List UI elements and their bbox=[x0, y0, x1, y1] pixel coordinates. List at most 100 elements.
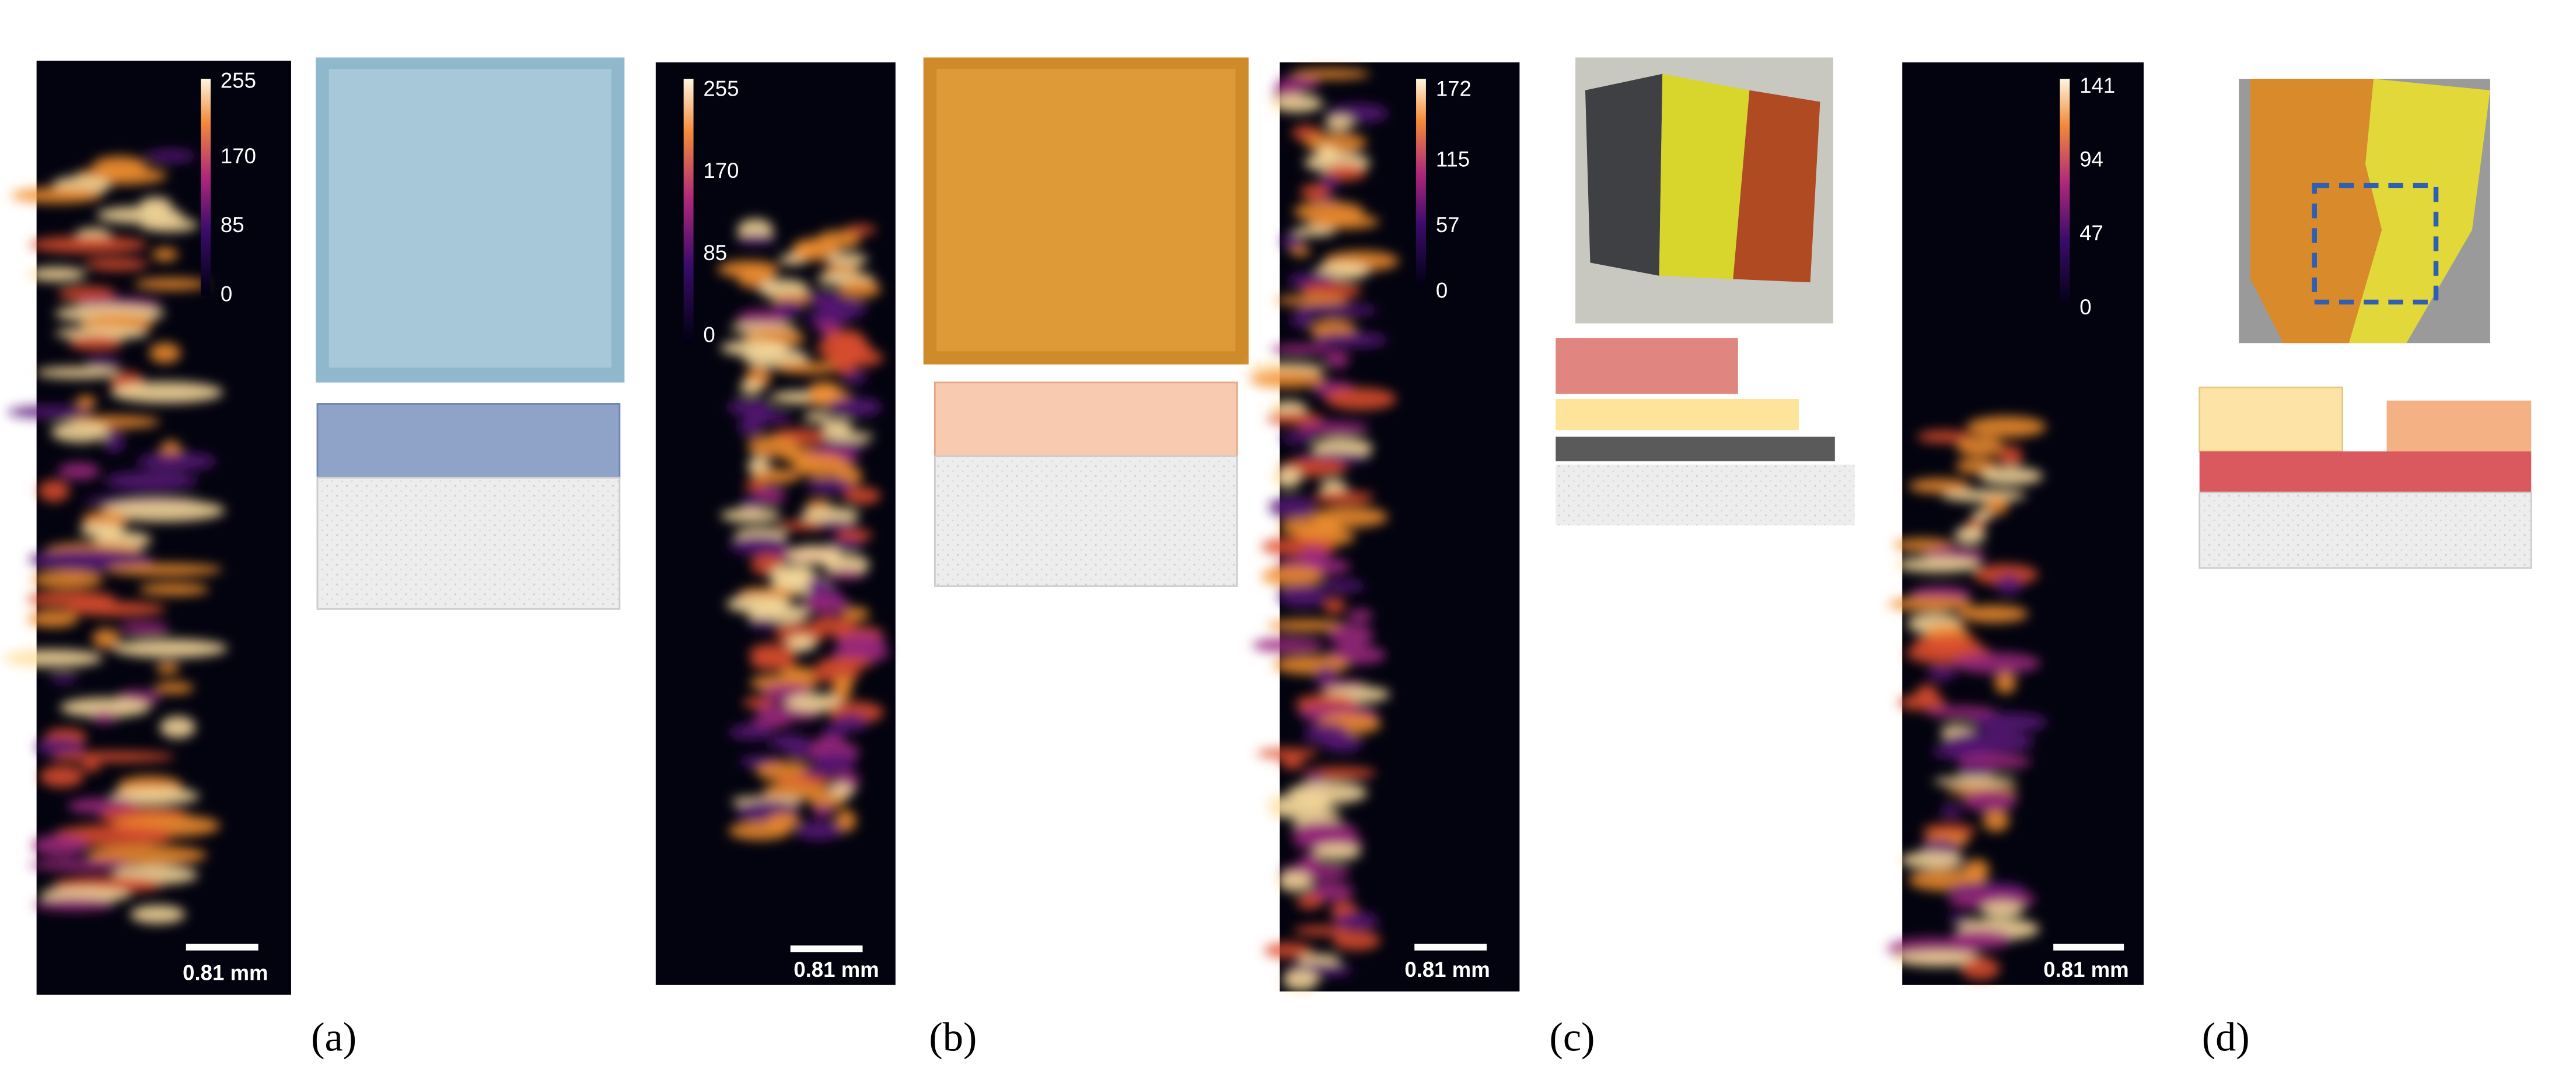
signal-blob bbox=[1271, 344, 1331, 356]
signal-blob bbox=[775, 361, 840, 374]
signal-blob bbox=[720, 508, 781, 523]
signal-blob bbox=[1301, 282, 1362, 299]
signal-blob bbox=[51, 420, 110, 443]
colorbar-tick-label: 57 bbox=[1436, 213, 1460, 237]
signal-blob bbox=[800, 507, 859, 524]
signal-blob bbox=[1941, 489, 2026, 503]
heatmap-panel: 141 94 47 0 0.81 mm bbox=[1887, 62, 2144, 985]
signal-blob bbox=[1256, 748, 1319, 759]
layer bbox=[2386, 400, 2532, 452]
signal-blob bbox=[8, 405, 92, 419]
signal-blob bbox=[38, 479, 70, 502]
signal-blob bbox=[159, 716, 196, 738]
signal-blob bbox=[138, 583, 209, 596]
signal-blob bbox=[1324, 351, 1350, 369]
signal-blob bbox=[29, 236, 148, 254]
colorbar-tick-label: 0 bbox=[1436, 279, 1448, 303]
signal-blob bbox=[1972, 564, 2039, 586]
signal-blob bbox=[1933, 776, 2017, 787]
layer bbox=[1556, 436, 1835, 461]
signal-blob bbox=[792, 238, 840, 261]
signal-blob bbox=[1281, 232, 1303, 250]
signal-blob bbox=[1894, 951, 1984, 967]
signal-blob bbox=[1958, 605, 2029, 623]
signal-blob bbox=[1983, 496, 2009, 516]
signal-blob bbox=[1313, 490, 1374, 504]
signal-blob bbox=[130, 905, 186, 924]
colorbar-tick-label: 0 bbox=[221, 282, 232, 306]
signal-blob bbox=[835, 809, 857, 832]
signal-blob bbox=[1888, 596, 1973, 612]
signal-blob bbox=[1954, 526, 1986, 544]
heatmap-signal bbox=[1887, 416, 2048, 980]
signal-blob bbox=[91, 711, 118, 724]
signal-blob bbox=[728, 821, 791, 840]
signal-blob bbox=[104, 471, 198, 491]
signal-blob bbox=[68, 335, 123, 351]
signal-blob bbox=[1917, 430, 1973, 443]
signal-blob bbox=[1277, 871, 1312, 892]
signal-blob bbox=[1895, 556, 1981, 573]
signal-blob bbox=[1264, 942, 1313, 959]
signal-blob bbox=[92, 628, 120, 649]
panel-label: (b) bbox=[929, 1014, 977, 1060]
signal-blob bbox=[747, 618, 778, 629]
signal-blob bbox=[1347, 609, 1373, 622]
signal-blob bbox=[826, 253, 868, 266]
panel-label: (d) bbox=[2202, 1014, 2250, 1060]
colorbar bbox=[683, 79, 694, 345]
signal-blob bbox=[1252, 637, 1324, 653]
scale-bar-label: 0.81 mm bbox=[183, 961, 268, 984]
signal-blob bbox=[39, 765, 84, 788]
signal-blob bbox=[1966, 416, 2046, 438]
signal-blob bbox=[1269, 496, 1316, 518]
signal-blob bbox=[750, 716, 791, 728]
signal-blob bbox=[1314, 667, 1337, 683]
signal-blob bbox=[54, 327, 149, 340]
signal-blob bbox=[153, 682, 194, 694]
signal-blob bbox=[1333, 912, 1379, 930]
signal-blob bbox=[119, 622, 170, 636]
signal-blob bbox=[81, 761, 102, 772]
colorbar bbox=[2060, 79, 2070, 309]
signal-blob bbox=[1307, 214, 1380, 229]
layer bbox=[934, 381, 1238, 457]
signal-blob bbox=[1249, 370, 1326, 388]
signal-blob bbox=[806, 310, 851, 327]
signal-blob bbox=[27, 267, 86, 282]
panel-label: (a) bbox=[311, 1014, 356, 1060]
colorbar-tick-label: 47 bbox=[2079, 221, 2103, 245]
colorbar-tick-label: 141 bbox=[2079, 73, 2115, 97]
signal-blob bbox=[1281, 757, 1304, 770]
colorbar-tick-label: 172 bbox=[1436, 76, 1471, 100]
layer bbox=[2198, 386, 2343, 453]
signal-blob bbox=[1291, 68, 1370, 79]
photo-c bbox=[1575, 57, 1833, 324]
signal-blob bbox=[739, 380, 764, 394]
signal-blob bbox=[58, 462, 100, 480]
signal-blob bbox=[1332, 931, 1381, 951]
substrate bbox=[934, 455, 1238, 587]
signal-blob bbox=[1267, 619, 1347, 632]
signal-blob bbox=[1927, 706, 1998, 719]
signal-blob bbox=[110, 381, 223, 404]
signal-blob bbox=[806, 478, 854, 494]
signal-blob bbox=[86, 845, 207, 865]
signal-blob bbox=[85, 357, 121, 369]
signal-blob bbox=[1979, 467, 2043, 485]
signal-blob bbox=[1927, 665, 1956, 681]
signal-blob bbox=[1983, 809, 2009, 832]
signal-blob bbox=[826, 539, 864, 551]
signal-blob bbox=[843, 371, 867, 384]
signal-blob bbox=[1270, 94, 1323, 113]
signal-blob bbox=[1313, 332, 1388, 348]
signal-blob bbox=[833, 360, 855, 375]
signal-blob bbox=[729, 535, 789, 555]
signal-blob bbox=[1320, 580, 1365, 593]
signal-blob bbox=[1941, 804, 1962, 818]
signal-blob bbox=[825, 348, 884, 367]
substrate bbox=[1556, 464, 1855, 525]
signal-blob bbox=[738, 418, 763, 436]
photo-a bbox=[316, 57, 625, 383]
